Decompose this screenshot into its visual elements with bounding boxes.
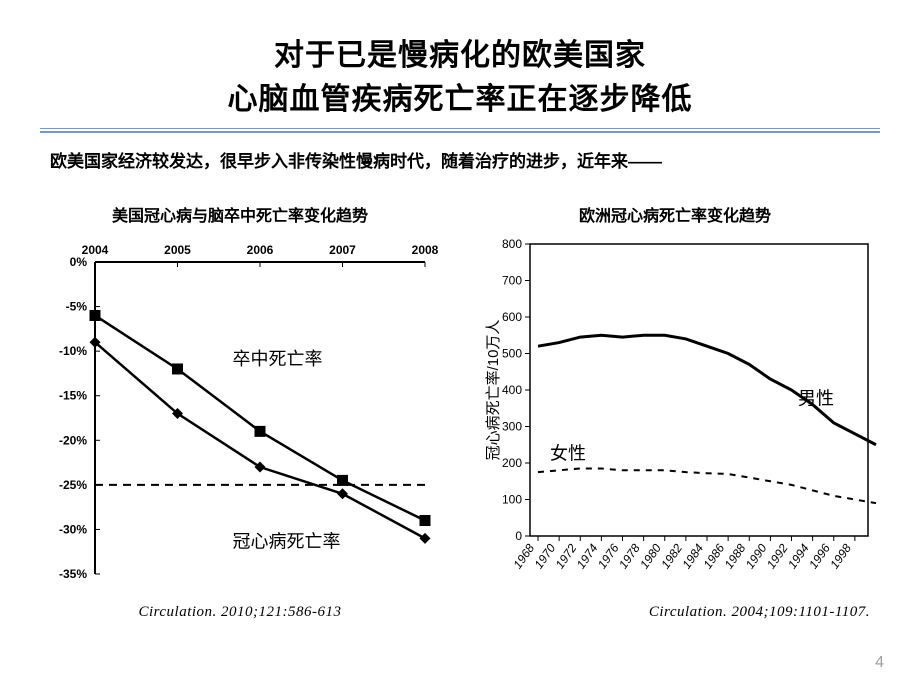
svg-text:2008: 2008 — [412, 243, 439, 257]
svg-text:200: 200 — [502, 456, 522, 470]
svg-text:男性: 男性 — [798, 389, 834, 409]
svg-text:-10%: -10% — [59, 344, 87, 358]
svg-text:-15%: -15% — [59, 389, 87, 403]
svg-text:0: 0 — [515, 529, 522, 543]
svg-text:1978: 1978 — [616, 541, 643, 571]
svg-text:1996: 1996 — [806, 541, 833, 571]
svg-text:1998: 1998 — [827, 541, 854, 571]
svg-text:2007: 2007 — [329, 243, 356, 257]
left-chart-title: 美国冠心病与脑卒中死亡率变化趋势 — [40, 202, 440, 226]
svg-text:2005: 2005 — [164, 243, 191, 257]
title-rule — [40, 128, 880, 133]
svg-text:女性: 女性 — [550, 443, 586, 463]
svg-text:1970: 1970 — [532, 541, 559, 571]
svg-text:-35%: -35% — [59, 567, 87, 581]
title-line-1: 对于已是慢病化的欧美国家 — [40, 30, 880, 74]
svg-text:1986: 1986 — [701, 541, 728, 571]
svg-text:800: 800 — [502, 237, 522, 251]
svg-text:冠心病死亡率: 冠心病死亡率 — [233, 531, 341, 551]
svg-text:700: 700 — [502, 274, 522, 288]
svg-text:1990: 1990 — [743, 541, 770, 571]
svg-text:300: 300 — [502, 420, 522, 434]
right-chart-svg: 0 100 200 300 400 500 600 700 800 冠心病死亡率/10万人 1968… — [470, 234, 880, 594]
svg-text:-5%: -5% — [66, 300, 88, 314]
right-chart: 0 100 200 300 400 500 600 700 800 冠心病死亡率/10万人 1968… — [470, 234, 880, 594]
svg-text:2006: 2006 — [247, 243, 274, 257]
svg-text:1994: 1994 — [785, 541, 812, 571]
right-chart-cell: 欧洲冠心病死亡率变化趋势 0 100 200 300 400 500 600 700 800 冠心… — [470, 202, 880, 621]
svg-text:-30%: -30% — [59, 522, 87, 536]
svg-text:1976: 1976 — [595, 541, 622, 571]
slide-title: 对于已是慢病化的欧美国家 心脑血管疾病死亡率正在逐步降低 — [40, 30, 880, 118]
right-citation: Circulation. 2004;109:1101-1107. — [470, 604, 880, 621]
svg-text:1992: 1992 — [764, 541, 791, 571]
svg-text:0%: 0% — [70, 255, 88, 269]
left-chart-svg: 200420052006200720080%-5%-10%-15%-20%-25… — [40, 234, 440, 594]
svg-text:500: 500 — [502, 347, 522, 361]
subtitle: 欧美国家经济较发达，很早步入非传染性慢病时代，随着治疗的进步，近年来—— — [40, 147, 880, 172]
svg-text:-20%: -20% — [59, 433, 87, 447]
svg-text:卒中死亡率: 卒中死亡率 — [233, 349, 323, 369]
title-line-2: 心脑血管疾病死亡率正在逐步降低 — [40, 74, 880, 118]
svg-text:冠心病死亡率/10万人: 冠心病死亡率/10万人 — [485, 320, 502, 461]
left-citation: Circulation. 2010;121:586-613 — [40, 604, 440, 621]
left-chart: 200420052006200720080%-5%-10%-15%-20%-25… — [40, 234, 440, 594]
svg-text:1984: 1984 — [679, 541, 706, 571]
svg-text:1982: 1982 — [658, 541, 685, 571]
right-chart-title: 欧洲冠心病死亡率变化趋势 — [470, 202, 880, 226]
svg-text:1974: 1974 — [574, 541, 601, 571]
svg-text:1968: 1968 — [510, 541, 537, 571]
svg-text:400: 400 — [502, 383, 522, 397]
svg-text:100: 100 — [502, 493, 522, 507]
left-chart-cell: 美国冠心病与脑卒中死亡率变化趋势 200420052006200720080%-… — [40, 202, 440, 621]
svg-text:1972: 1972 — [553, 541, 580, 571]
svg-text:-25%: -25% — [59, 478, 87, 492]
svg-text:1980: 1980 — [637, 541, 664, 571]
svg-text:600: 600 — [502, 310, 522, 324]
svg-text:1988: 1988 — [722, 541, 749, 571]
page-number: 4 — [875, 654, 884, 672]
